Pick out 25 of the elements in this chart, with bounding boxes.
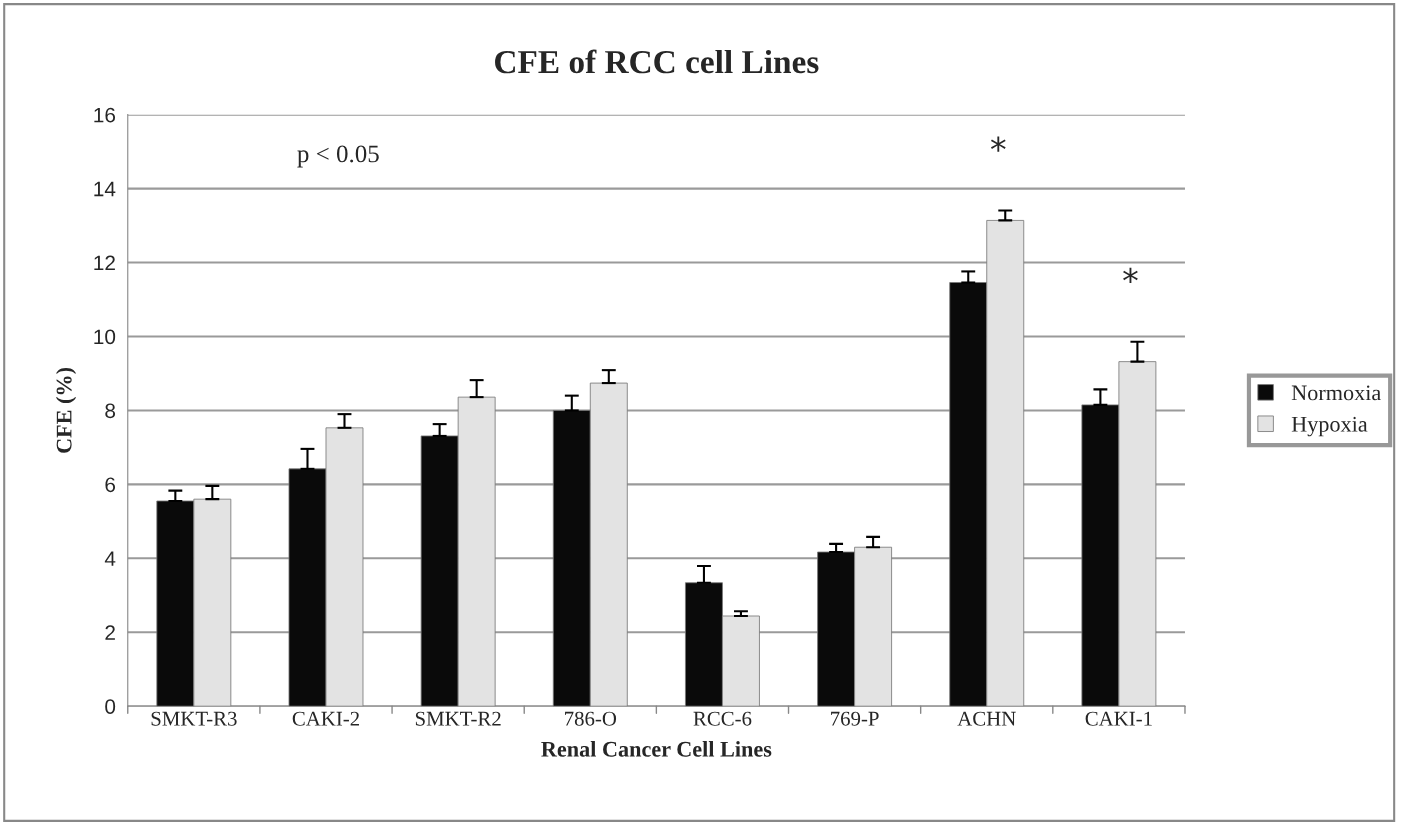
y-tick-label: 4 [104, 551, 116, 566]
annotation: * [990, 136, 1006, 152]
x-tick-label: SMKT-R2 [415, 711, 501, 726]
y-tick-label: 6 [105, 477, 116, 493]
y-tick-label: 12 [94, 255, 115, 271]
y-tick-label: 0 [105, 699, 116, 714]
legend-label: Normoxia [1291, 385, 1381, 401]
x-tick-label: SMKT-R3 [151, 711, 237, 726]
x-tick-label: ACHN [957, 711, 1016, 726]
x-tick-label: CAKI-1 [1085, 711, 1152, 726]
y-tick-label: 14 [94, 181, 116, 197]
y-tick-label: 2 [105, 625, 115, 640]
x-tick-label: 769-P [831, 711, 879, 726]
x-tick-label: 786-O [565, 711, 617, 726]
chart-title: CFE of RCC cell Lines [495, 49, 819, 74]
x-axis-title: Renal Cancer Cell Lines [541, 741, 772, 757]
annotation: * [1123, 267, 1138, 283]
x-tick-label: RCC-6 [693, 711, 752, 726]
x-tick-label: CAKI-2 [292, 711, 359, 726]
y-tick-label: 16 [94, 107, 116, 123]
y-tick-label: 8 [105, 403, 116, 419]
legend-label: Hypoxia [1291, 416, 1368, 437]
y-tick-label: 10 [94, 329, 116, 345]
y-axis-title: CFE (%) [55, 367, 77, 453]
annotation: p < 0.05 [297, 145, 379, 168]
